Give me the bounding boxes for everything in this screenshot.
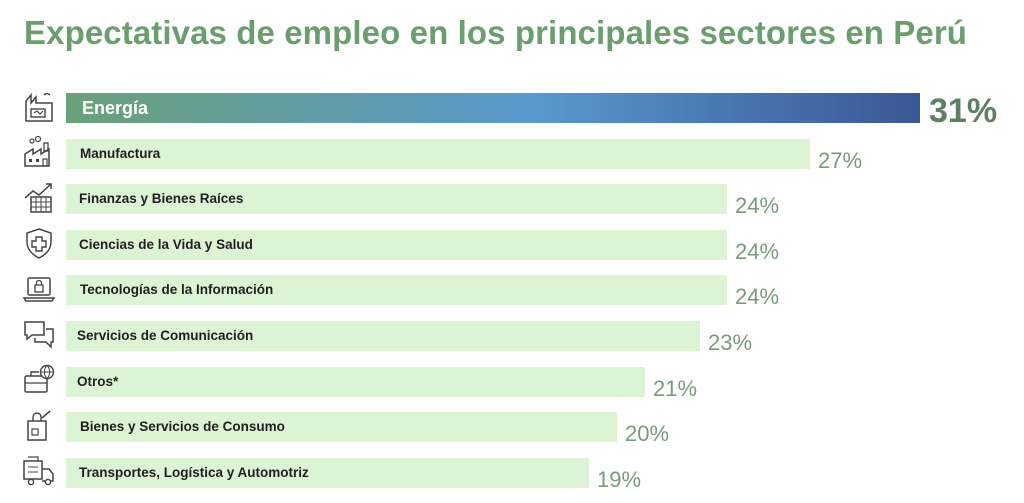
category-label: Servicios de Comunicación	[77, 328, 254, 343]
category-label: Tecnologías de la Información	[80, 282, 274, 297]
value-label: 19%	[597, 467, 642, 492]
value-label: 24%	[735, 284, 780, 309]
bar-2	[66, 139, 810, 169]
value-label: 21%	[653, 376, 698, 401]
bar-9	[66, 458, 589, 488]
category-label: Finanzas y Bienes Raíces	[79, 191, 244, 206]
category-label: Bienes y Servicios de Consumo	[80, 419, 285, 434]
value-label: 24%	[735, 239, 780, 264]
value-label: 27%	[818, 148, 863, 173]
briefcase-globe-icon	[22, 363, 56, 397]
delivery-truck-icon	[22, 454, 56, 488]
energy-plant-icon	[22, 89, 56, 123]
bar-1	[66, 93, 920, 123]
bar-4	[66, 230, 727, 260]
shopping-bag-icon	[22, 408, 56, 442]
bar-6	[66, 321, 700, 351]
bar-7	[66, 367, 645, 397]
category-label: Transportes, Logística y Automotriz	[79, 465, 309, 480]
factory-icon	[22, 135, 56, 169]
bar-5	[66, 275, 727, 305]
chat-bubbles-icon	[22, 317, 56, 351]
value-label: 24%	[735, 193, 780, 218]
category-label: Ciencias de la Vida y Salud	[79, 237, 253, 252]
chart-title: Expectativas de empleo en los principale…	[24, 14, 968, 51]
finance-chart-building-icon	[22, 180, 56, 214]
bar-8	[66, 412, 617, 442]
category-label: Manufactura	[80, 146, 161, 161]
value-label: 23%	[708, 330, 753, 355]
value-label: 20%	[625, 421, 670, 446]
category-label: Otros*	[77, 374, 119, 389]
health-shield-cross-icon	[22, 226, 56, 260]
laptop-lock-icon	[22, 271, 56, 305]
bar-3	[66, 184, 727, 214]
value-label: 31%	[929, 92, 998, 130]
category-label: Energía	[82, 98, 149, 118]
